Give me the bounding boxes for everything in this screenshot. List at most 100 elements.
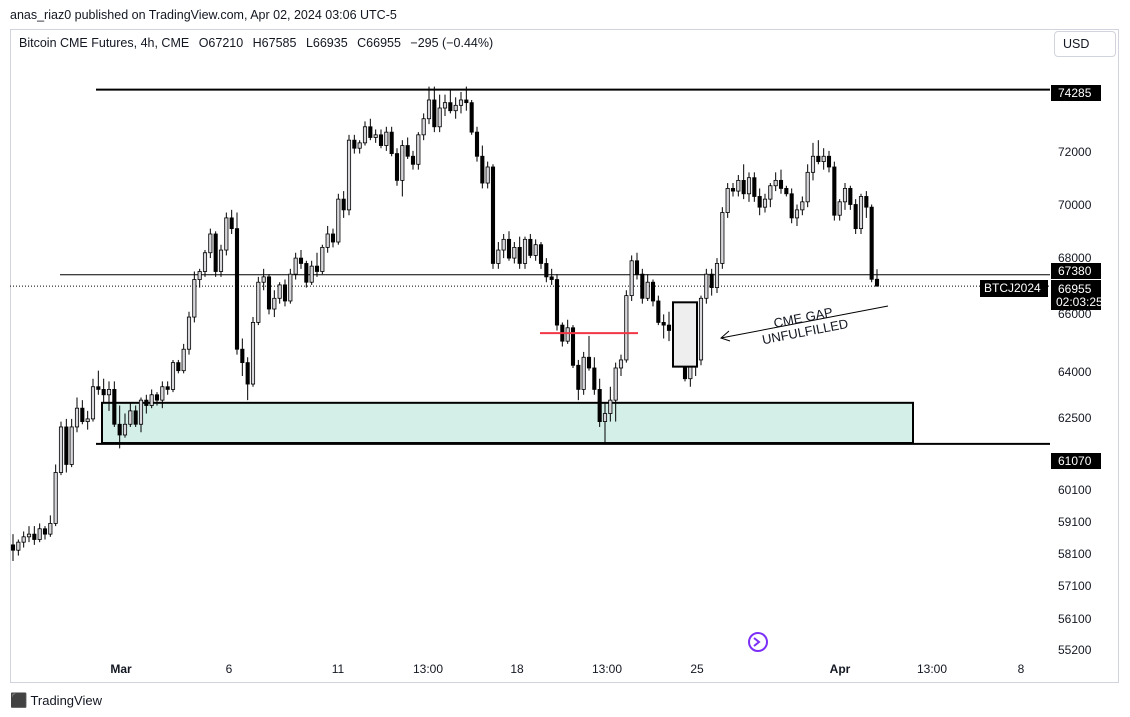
candle xyxy=(725,183,730,218)
candle xyxy=(293,252,298,280)
price-tag-mid-level: 67380 xyxy=(1058,264,1092,278)
candle xyxy=(96,370,101,395)
candle-body xyxy=(602,413,608,422)
x-tick-label: 11 xyxy=(332,662,345,676)
y-tick-label: 56100 xyxy=(1058,612,1092,626)
candle xyxy=(810,142,816,181)
candle-body xyxy=(837,201,842,216)
candle-body xyxy=(874,278,880,287)
candle-body xyxy=(757,196,762,208)
candle xyxy=(330,228,336,248)
candle-body xyxy=(469,102,474,133)
candle-body xyxy=(506,238,512,259)
candle xyxy=(602,402,608,444)
candle xyxy=(448,89,453,114)
candle-body xyxy=(368,126,373,138)
candle xyxy=(352,134,357,154)
candle xyxy=(608,386,613,422)
candle-body xyxy=(512,246,517,259)
candle-body xyxy=(288,273,293,302)
candle-body xyxy=(656,300,661,323)
candle-body xyxy=(26,533,32,538)
candle-body xyxy=(474,131,480,157)
candle xyxy=(730,183,736,197)
candle xyxy=(37,523,42,543)
candle xyxy=(277,282,282,304)
candle xyxy=(170,359,176,393)
candle xyxy=(138,397,144,433)
candle-body xyxy=(384,131,389,146)
candle xyxy=(101,378,106,403)
candle xyxy=(848,185,853,210)
candle-body xyxy=(800,201,805,211)
candle-body xyxy=(293,257,298,275)
candle xyxy=(85,410,90,430)
candle-body xyxy=(773,179,778,187)
candle xyxy=(618,354,624,377)
candle xyxy=(16,539,21,556)
candle-body xyxy=(245,362,250,385)
candle-body xyxy=(309,265,314,283)
candle xyxy=(160,381,165,409)
candle-body xyxy=(160,386,165,401)
candle xyxy=(69,418,74,468)
candle xyxy=(64,418,69,473)
candle-body xyxy=(32,533,37,540)
candle xyxy=(634,252,640,280)
candle xyxy=(816,140,821,165)
candle xyxy=(442,94,448,117)
candle xyxy=(213,231,218,277)
candle-body xyxy=(581,356,586,390)
price-tag-mid-level-bg xyxy=(1051,263,1101,279)
candle xyxy=(656,295,661,326)
candle-body xyxy=(314,265,320,272)
candle xyxy=(666,311,672,342)
candle-body xyxy=(410,155,416,165)
candle-body xyxy=(480,155,485,184)
candle xyxy=(826,150,832,173)
candle-body xyxy=(853,204,858,230)
candle-body xyxy=(746,177,752,195)
candle xyxy=(421,113,426,141)
candle xyxy=(736,175,741,197)
candle-body xyxy=(80,407,85,422)
candle-body xyxy=(256,281,261,323)
candle xyxy=(266,274,272,315)
candle xyxy=(32,526,37,545)
x-tick-label: 13:00 xyxy=(413,662,443,676)
candle-body xyxy=(128,410,133,425)
candle-body xyxy=(736,179,741,192)
candle xyxy=(26,526,32,543)
candle xyxy=(42,526,48,540)
candle-body xyxy=(85,418,90,422)
replay-arrow-icon xyxy=(753,637,761,647)
candle-body xyxy=(586,356,592,369)
candle xyxy=(53,464,58,527)
candle xyxy=(624,290,629,363)
currency-button[interactable]: USD xyxy=(1054,31,1116,57)
candle xyxy=(570,325,576,368)
candle-body xyxy=(181,348,186,372)
y-tick-label: 66000 xyxy=(1058,307,1092,321)
candle xyxy=(336,193,341,245)
candle xyxy=(202,250,208,277)
candle xyxy=(256,276,261,326)
candle-body xyxy=(261,276,266,283)
candle-body xyxy=(272,297,277,310)
candle xyxy=(752,172,757,202)
candle-body xyxy=(421,118,426,136)
candle-body xyxy=(74,407,80,428)
candle-body xyxy=(165,386,170,390)
candle xyxy=(768,183,773,208)
candle xyxy=(800,196,805,216)
candle-body xyxy=(768,185,773,200)
candle xyxy=(80,400,85,425)
candle xyxy=(208,228,213,259)
candle-body xyxy=(266,276,272,310)
candle-body xyxy=(778,179,784,189)
candle-body xyxy=(826,155,832,168)
candle xyxy=(341,191,346,218)
candle xyxy=(805,164,810,208)
candle xyxy=(629,255,634,301)
